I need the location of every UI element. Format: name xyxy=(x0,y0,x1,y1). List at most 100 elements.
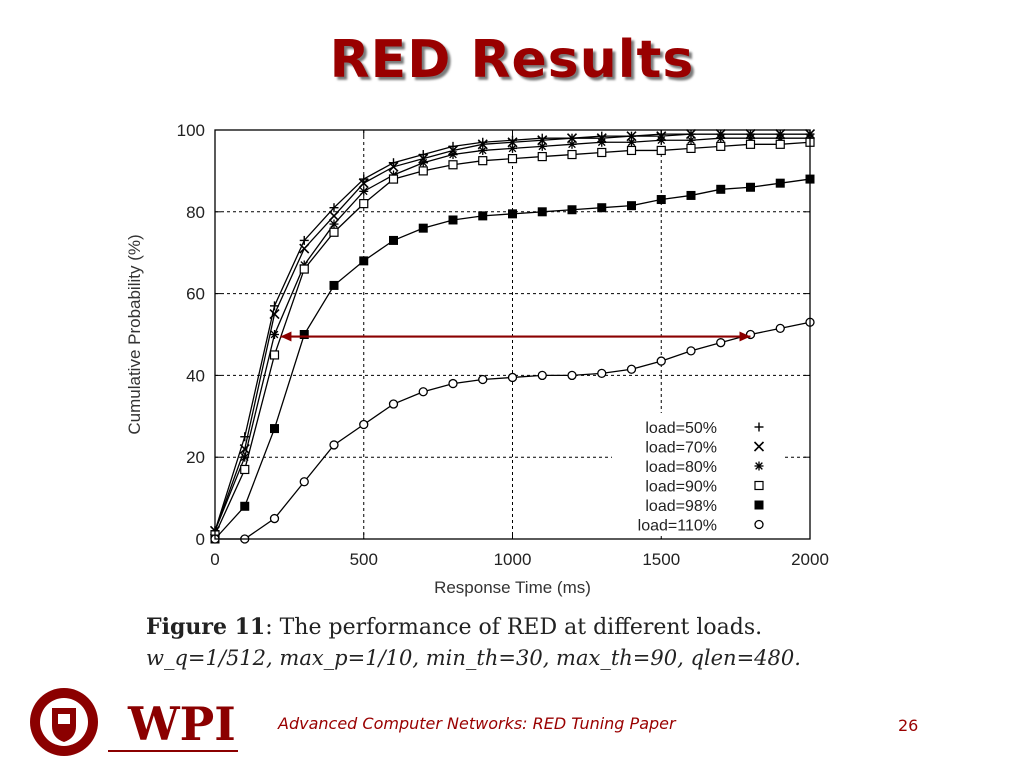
data-point-5 xyxy=(627,201,636,211)
data-point-6 xyxy=(537,370,547,381)
annotation-arrow-head-left xyxy=(280,331,292,342)
data-point-3 xyxy=(448,150,458,160)
data-point-3 xyxy=(716,133,726,143)
data-point-6 xyxy=(329,440,339,450)
data-point-4 xyxy=(716,141,726,151)
figure-parameters: w_q=1/512, max_p=1/10, min_th=30, max_th… xyxy=(146,646,801,670)
y-tick-label: 80 xyxy=(186,203,205,222)
data-point-3 xyxy=(597,137,607,147)
legend-label-6: load=110% xyxy=(638,518,717,535)
y-tick-label: 20 xyxy=(186,448,205,467)
data-point-3 xyxy=(656,135,666,145)
legend-background xyxy=(612,413,782,536)
data-point-4 xyxy=(626,145,637,156)
data-point-4 xyxy=(745,139,756,149)
figure-caption: Figure 11: The performance of RED at dif… xyxy=(146,612,906,673)
data-point-2 xyxy=(328,210,340,221)
param-minth: min_th=30 xyxy=(425,646,543,670)
data-point-5 xyxy=(270,424,279,434)
param-qlen: qlen=480. xyxy=(690,646,801,670)
y-tick-label: 60 xyxy=(186,285,205,304)
data-point-5 xyxy=(389,235,398,245)
seal-book-icon xyxy=(58,714,70,724)
data-point-5 xyxy=(746,182,755,192)
data-point-6 xyxy=(686,346,696,356)
data-point-6 xyxy=(597,368,607,379)
data-point-3 xyxy=(359,186,369,196)
x-tick-label: 1500 xyxy=(642,550,680,569)
data-point-4 xyxy=(329,227,339,237)
data-point-2 xyxy=(358,178,369,189)
data-point-1 xyxy=(270,301,279,311)
figure-label: Figure 11 xyxy=(146,614,266,640)
data-point-6 xyxy=(388,399,399,409)
data-point-6 xyxy=(716,338,726,348)
data-point-6 xyxy=(626,364,637,374)
logo-underline xyxy=(108,750,238,752)
data-point-4 xyxy=(269,350,280,360)
data-point-6 xyxy=(269,513,280,524)
legend-marker-5 xyxy=(754,500,764,510)
data-point-5 xyxy=(418,223,428,233)
x-tick-label: 0 xyxy=(210,550,219,569)
legend-label-4: load=90% xyxy=(645,479,717,496)
data-point-3 xyxy=(627,137,636,147)
data-point-3 xyxy=(567,139,577,149)
data-point-4 xyxy=(478,156,488,166)
data-point-6 xyxy=(775,323,785,334)
legend-marker-4 xyxy=(754,480,764,491)
legend-marker-2 xyxy=(753,441,765,452)
data-point-6 xyxy=(299,477,309,487)
legend-label-3: load=80% xyxy=(645,459,717,476)
data-point-6 xyxy=(359,419,369,430)
data-point-5 xyxy=(299,330,309,339)
data-point-3 xyxy=(508,143,517,153)
wpi-logo: WPI xyxy=(30,688,238,756)
data-point-6 xyxy=(448,378,458,389)
figure-caption-text: : The performance of RED at different lo… xyxy=(265,615,763,640)
legend-marker-1 xyxy=(754,422,764,432)
plot-frame xyxy=(214,129,811,540)
data-point-6 xyxy=(478,374,488,385)
x-tick-label: 2000 xyxy=(791,550,829,569)
data-point-3 xyxy=(418,158,428,168)
data-point-3 xyxy=(478,145,488,155)
data-point-4 xyxy=(656,145,666,156)
x-tick-label: 1000 xyxy=(494,550,532,569)
y-tick-label: 0 xyxy=(196,530,205,549)
footer-text: Advanced Computer Networks: RED Tuning P… xyxy=(278,714,676,733)
data-point-3 xyxy=(270,330,279,339)
data-point-5 xyxy=(329,280,339,290)
data-point-4 xyxy=(507,154,518,164)
data-point-5 xyxy=(656,195,666,205)
data-point-2 xyxy=(388,161,399,172)
legend-label-2: load=70% xyxy=(645,440,717,457)
data-point-4 xyxy=(240,464,250,475)
data-point-4 xyxy=(597,147,607,158)
data-point-6 xyxy=(656,356,666,366)
data-point-3 xyxy=(329,219,339,229)
data-point-4 xyxy=(686,143,696,154)
data-point-5 xyxy=(537,207,547,217)
data-point-5 xyxy=(359,256,369,266)
page-number: 26 xyxy=(898,716,919,735)
data-point-4 xyxy=(418,166,428,176)
data-point-5 xyxy=(567,205,577,215)
data-point-5 xyxy=(597,203,607,213)
x-tick-label: 500 xyxy=(350,550,378,569)
data-point-4 xyxy=(388,174,399,184)
data-point-1 xyxy=(329,203,339,213)
y-tick-label: 100 xyxy=(177,121,205,140)
y-axis-label: Cumulative Probability (%) xyxy=(125,234,144,434)
data-point-5 xyxy=(240,501,250,511)
legend-label-1: load=50% xyxy=(645,420,717,437)
data-point-6 xyxy=(567,370,577,381)
data-point-5 xyxy=(478,211,488,221)
y-tick-label: 40 xyxy=(186,366,205,385)
data-point-4 xyxy=(567,149,577,160)
data-point-6 xyxy=(418,387,428,397)
data-point-3 xyxy=(537,141,547,151)
param-maxth: max_th=90 xyxy=(556,646,678,670)
x-axis-label: Response Time (ms) xyxy=(434,578,591,597)
